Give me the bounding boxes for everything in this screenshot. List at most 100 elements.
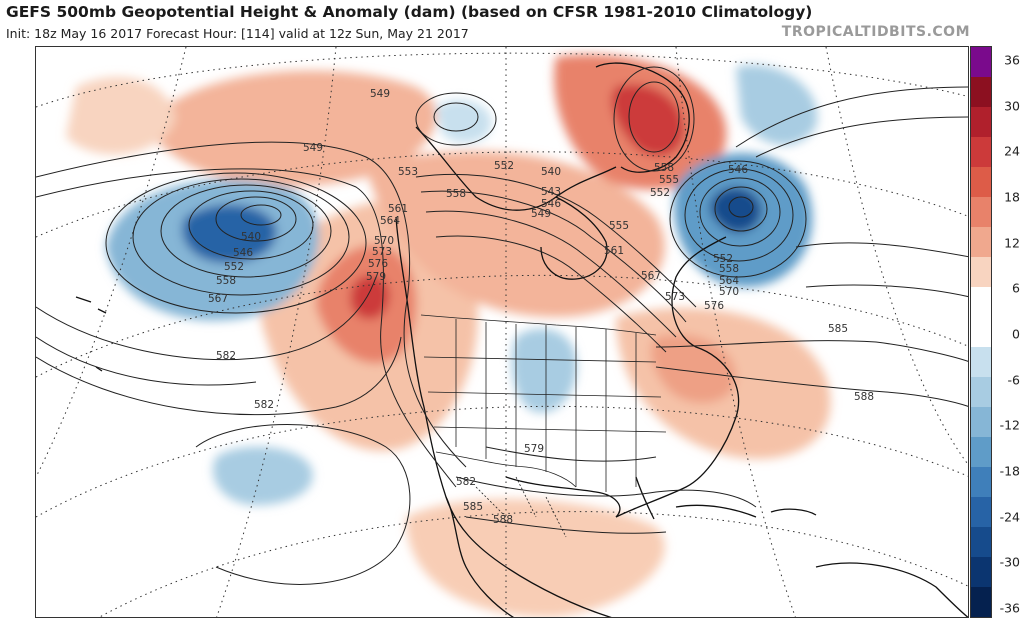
contour-label: 582	[456, 476, 476, 488]
contour-label: 552	[650, 187, 670, 199]
warm-anomaly-alaska	[66, 77, 176, 155]
cuba	[675, 504, 757, 518]
contour-label: 543	[541, 186, 561, 198]
colorbar-label: 0	[1012, 326, 1020, 342]
warm-anomaly-east-core	[650, 334, 736, 404]
colorbar-label: 30	[1004, 98, 1020, 114]
colorbar-labels: 36 30 24 18 12 6 0 -6 -12 -18 -24 -30 -36	[996, 46, 1024, 618]
contour-label: 553	[398, 166, 418, 178]
contour-label: 558	[216, 275, 236, 287]
warm-anomaly-mexico	[406, 498, 665, 617]
colorbar-swatch	[971, 47, 991, 77]
contour-label: 582	[216, 350, 236, 362]
map-canvas: 549 549 553 558 561 564 570 573 576 579 …	[36, 47, 968, 617]
colorbar-label: 18	[1004, 189, 1020, 205]
cold-anomaly-atlantic-ne	[736, 65, 818, 146]
cold-anomaly-arctic	[436, 99, 492, 143]
colorbar-label: -12	[999, 417, 1020, 433]
contour-label: 588	[854, 391, 874, 403]
contour-label: 552	[224, 261, 244, 273]
latlon-grid	[36, 47, 968, 617]
aleutians	[75, 296, 107, 372]
contour-label: 561	[388, 203, 408, 215]
colorbar-label: 24	[1004, 143, 1020, 159]
contour-label: 552	[713, 253, 733, 265]
colorbar-swatch	[971, 197, 991, 227]
colorbar-swatch	[971, 317, 991, 347]
south-america	[815, 562, 968, 617]
hispaniola	[770, 508, 817, 516]
colorbar-swatch	[971, 167, 991, 197]
chart-title: GEFS 500mb Geopotential Height & Anomaly…	[6, 3, 813, 21]
colorbar-swatch	[971, 227, 991, 257]
contour-label: 579	[524, 443, 544, 455]
contour-label: 570	[374, 235, 394, 247]
cold-anomaly-tropical	[212, 446, 313, 506]
colorbar-label: -24	[999, 509, 1020, 525]
warm-anomaly-west-max	[350, 275, 390, 319]
contour-label: 576	[704, 300, 724, 312]
contour-label: 588	[493, 514, 513, 526]
colorbar-swatch	[971, 467, 991, 497]
contour-label: 555	[609, 220, 629, 232]
contour-label: 579	[366, 271, 386, 283]
colorbar-label: -6	[1007, 372, 1020, 388]
contour-label: 546	[233, 247, 253, 259]
colorbar-swatch	[971, 257, 991, 287]
colorbar-label: 6	[1012, 280, 1020, 296]
map-panel: 549 549 553 558 561 564 570 573 576 579 …	[35, 46, 969, 618]
brand-watermark: TROPICALTIDBITS.COM	[781, 24, 970, 40]
north-america-coast	[395, 216, 612, 617]
contour-label: 582	[254, 399, 274, 411]
contour-label: 558	[654, 162, 674, 174]
contour-label: 567	[208, 293, 228, 305]
colorbar-label: 12	[1004, 235, 1020, 251]
gulf-coast	[505, 476, 621, 518]
political-borders	[420, 314, 667, 538]
contour-label: 564	[380, 215, 400, 227]
us-mexico-border	[435, 451, 577, 488]
colorbar-swatch	[971, 77, 991, 107]
contour-label: 540	[241, 231, 261, 243]
colorbar-swatch	[971, 527, 991, 557]
colorbar-swatch	[971, 497, 991, 527]
contour-label: 558	[446, 188, 466, 200]
colorbar-swatch	[971, 437, 991, 467]
contour-label: 549	[370, 88, 390, 100]
colorbar-swatch	[971, 557, 991, 587]
colorbar-swatch	[971, 377, 991, 407]
anomaly-colorbar	[970, 46, 992, 618]
colorbar-label: -30	[999, 554, 1020, 570]
contour-label: 573	[372, 246, 392, 258]
pacific-low-contour	[240, 204, 282, 226]
us-canada-border	[420, 314, 657, 336]
chart-subtitle: Init: 18z May 16 2017 Forecast Hour: [11…	[6, 26, 469, 41]
contour-label: 555	[659, 174, 679, 186]
cold-anomaly-plains	[511, 328, 577, 413]
contour-label: 561	[604, 245, 624, 257]
contour-label: 558	[719, 263, 739, 275]
warm-anomaly-greenland-core	[611, 84, 685, 156]
contour-label: 546	[728, 164, 748, 176]
florida	[635, 476, 655, 520]
contour-label: 576	[368, 258, 388, 270]
colorbar-label: 36	[1004, 52, 1020, 68]
contour-label: 585	[463, 501, 483, 513]
contour-label: 573	[665, 291, 685, 303]
anomaly-shading	[66, 54, 831, 617]
mexico-states	[475, 476, 567, 538]
colorbar-swatch	[971, 587, 991, 617]
warm-anomaly-pacific	[146, 70, 437, 187]
contour-label: 552	[494, 160, 514, 172]
contour-label: 585	[828, 323, 848, 335]
582-contour	[36, 336, 402, 416]
colorbar-swatch	[971, 287, 991, 317]
colorbar-swatch	[971, 137, 991, 167]
colorbar-swatch	[971, 407, 991, 437]
contour-label: 546	[541, 198, 561, 210]
colorbar-swatch	[971, 107, 991, 137]
hudson-bay	[540, 196, 608, 280]
contour-label: 549	[303, 142, 323, 154]
contour-label: 570	[719, 286, 739, 298]
contour-label: 540	[541, 166, 561, 178]
